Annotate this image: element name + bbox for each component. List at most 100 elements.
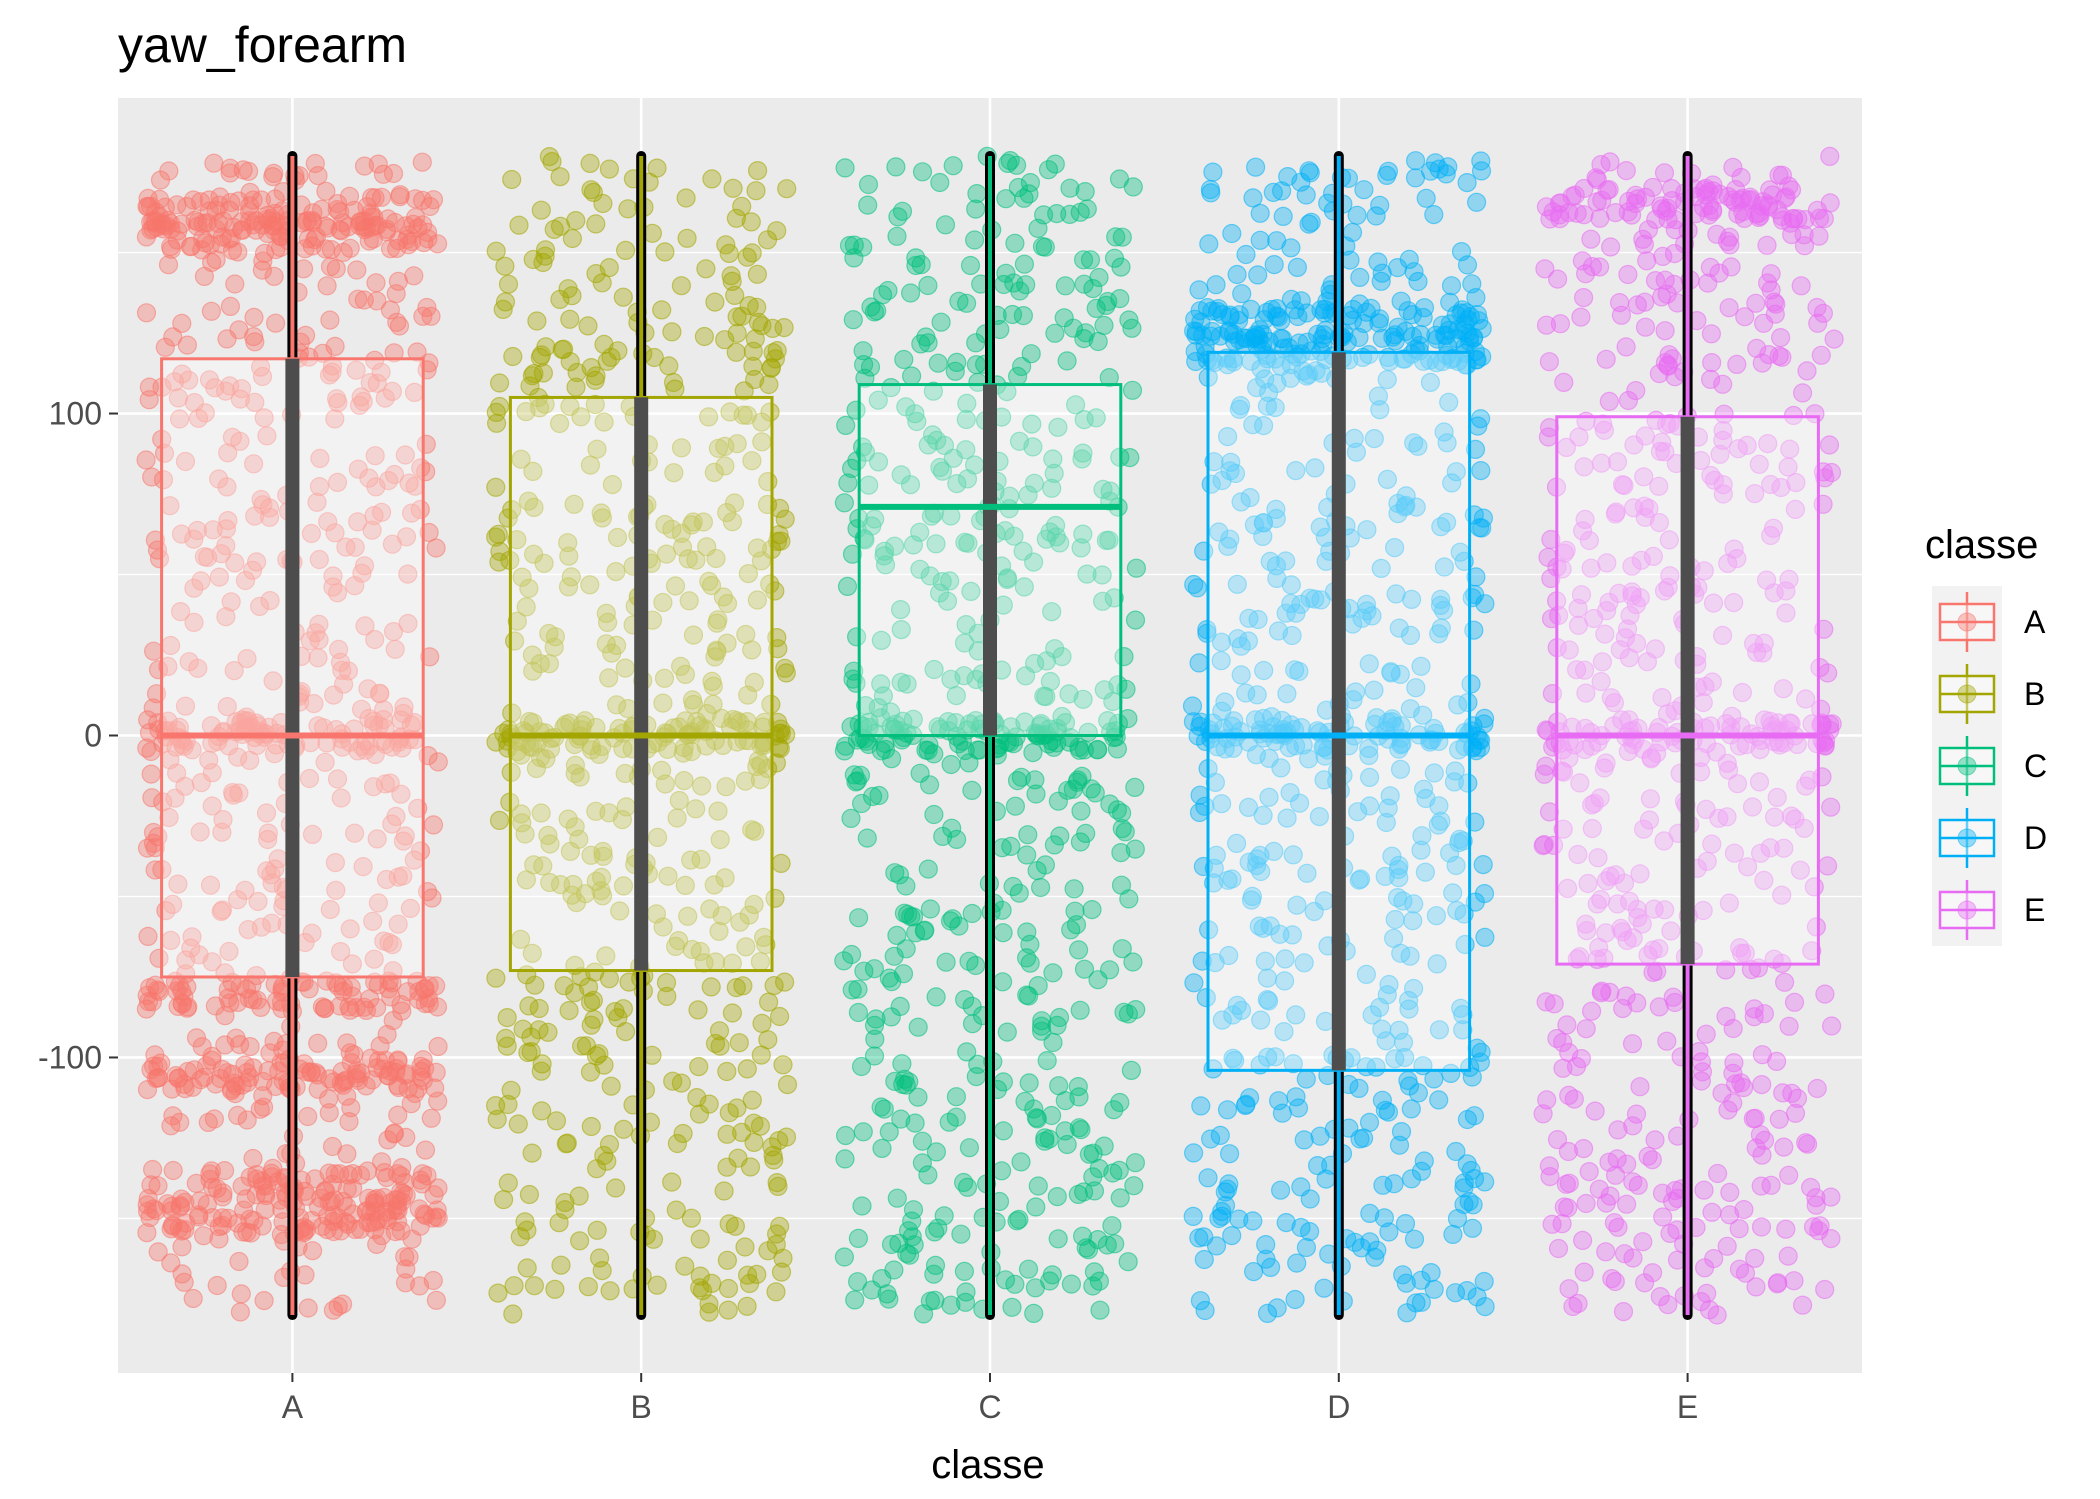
data-point xyxy=(428,1036,448,1057)
x-tick-label: D xyxy=(1327,1389,1350,1425)
data-point xyxy=(1635,317,1656,337)
data-point xyxy=(204,153,224,173)
data-point xyxy=(389,231,409,251)
data-point xyxy=(1013,306,1034,326)
data-point xyxy=(1200,179,1221,200)
data-point xyxy=(323,577,343,597)
data-point xyxy=(586,1159,607,1179)
data-point xyxy=(263,216,284,236)
data-point xyxy=(1245,328,1265,348)
data-point xyxy=(183,1077,203,1097)
data-point xyxy=(618,199,638,219)
data-point xyxy=(228,890,248,910)
x-tick-label: E xyxy=(1677,1389,1698,1425)
data-point xyxy=(247,552,267,572)
data-point xyxy=(426,1290,446,1310)
data-point xyxy=(345,823,365,843)
data-point xyxy=(1746,1138,1766,1158)
data-point xyxy=(1691,1291,1711,1312)
data-point xyxy=(551,1255,571,1275)
data-point xyxy=(367,829,387,849)
data-point xyxy=(367,997,387,1018)
data-point xyxy=(903,1200,924,1220)
data-point xyxy=(328,194,348,214)
data-point xyxy=(201,301,221,321)
data-point xyxy=(383,163,404,184)
data-point xyxy=(258,823,278,843)
data-point xyxy=(1011,1152,1031,1172)
data-point xyxy=(154,443,175,463)
data-point xyxy=(365,188,385,208)
data-point xyxy=(1028,1176,1048,1196)
data-point xyxy=(1061,920,1081,940)
data-point xyxy=(1125,1153,1146,1173)
data-point xyxy=(200,875,221,895)
data-point xyxy=(488,1283,508,1303)
y-axis: -100 0 100 xyxy=(38,396,118,1075)
data-point xyxy=(1616,161,1636,181)
data-point xyxy=(1236,244,1256,265)
data-point xyxy=(1068,1076,1088,1097)
data-point xyxy=(411,1067,431,1088)
data-point xyxy=(302,923,322,943)
data-point xyxy=(993,923,1013,943)
data-point xyxy=(1232,284,1252,304)
data-point xyxy=(1664,274,1684,294)
data-point xyxy=(1395,1213,1416,1234)
data-point xyxy=(1566,1056,1587,1077)
data-point xyxy=(391,710,411,730)
data-point xyxy=(1589,257,1610,277)
data-point xyxy=(1294,1130,1314,1150)
data-point xyxy=(1043,1032,1063,1053)
data-point xyxy=(1041,1105,1062,1126)
data-point xyxy=(250,1099,270,1119)
data-point xyxy=(1014,254,1035,274)
data-point xyxy=(170,1112,190,1132)
data-point xyxy=(1774,972,1795,992)
data-point xyxy=(1189,280,1209,300)
data-point xyxy=(1206,275,1226,295)
data-point xyxy=(837,576,858,597)
data-point xyxy=(718,1278,739,1299)
data-point xyxy=(993,1121,1014,1141)
data-point xyxy=(656,972,677,993)
data-point xyxy=(877,1284,897,1304)
data-point xyxy=(1457,1109,1478,1130)
data-point xyxy=(205,996,225,1016)
data-point xyxy=(238,919,258,940)
data-point xyxy=(1270,1180,1291,1200)
data-point xyxy=(1536,315,1557,335)
data-point xyxy=(1642,1150,1662,1170)
data-point xyxy=(418,222,438,242)
data-point xyxy=(1064,879,1084,899)
y-tick-label: 100 xyxy=(49,396,102,432)
data-point xyxy=(992,838,1012,858)
data-point xyxy=(240,1167,260,1187)
data-point xyxy=(307,492,327,512)
data-point xyxy=(240,1036,260,1057)
data-point xyxy=(662,322,682,342)
data-point xyxy=(567,362,587,383)
data-point xyxy=(148,1242,168,1262)
data-point xyxy=(217,696,237,717)
data-point xyxy=(652,300,672,320)
data-point xyxy=(1030,877,1051,898)
data-point xyxy=(1110,1188,1130,1208)
data-point xyxy=(222,427,242,447)
data-point xyxy=(309,549,329,570)
data-point xyxy=(1032,1011,1052,1031)
data-point xyxy=(1539,352,1560,372)
data-point xyxy=(1296,1069,1316,1089)
data-point xyxy=(224,1073,244,1093)
data-point xyxy=(176,950,196,970)
data-point xyxy=(1475,927,1495,947)
data-point xyxy=(717,1250,738,1270)
data-point xyxy=(324,685,344,705)
data-point xyxy=(325,409,345,429)
data-point xyxy=(354,156,375,176)
data-point xyxy=(294,1217,314,1238)
data-point xyxy=(244,307,264,327)
data-point xyxy=(153,470,174,490)
data-point xyxy=(229,320,249,340)
